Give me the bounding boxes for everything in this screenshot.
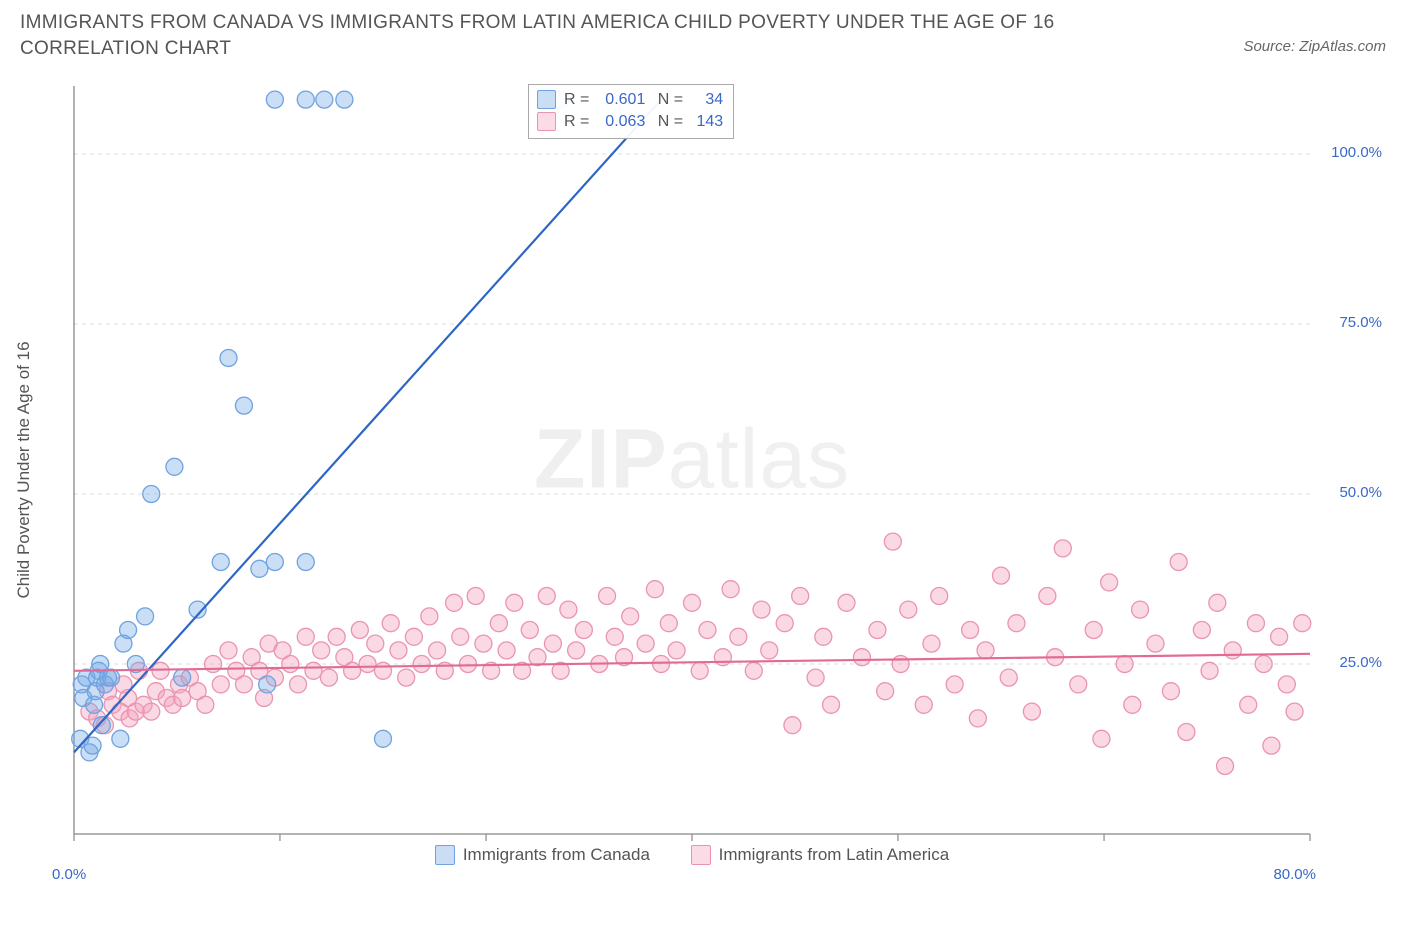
legend-item-canada: Immigrants from Canada: [435, 845, 650, 865]
legend-label-latam: Immigrants from Latin America: [719, 845, 950, 865]
chart-area: ZIPatlas R = 0.601 N = 34 R = 0.063 N = …: [68, 82, 1316, 868]
n-value-canada: 34: [691, 89, 723, 111]
source-label: Source: ZipAtlas.com: [1243, 38, 1386, 55]
legend-item-latam: Immigrants from Latin America: [691, 845, 950, 865]
stat-row-canada: R = 0.601 N = 34: [537, 89, 723, 111]
stat-row-latam: R = 0.063 N = 143: [537, 111, 723, 133]
n-value-latam: 143: [691, 111, 723, 133]
r-value-latam: 0.063: [597, 111, 645, 133]
r-value-canada: 0.601: [597, 89, 645, 111]
scatter-plot: [68, 82, 1316, 868]
y-tick-label: 100.0%: [1331, 144, 1382, 161]
legend-swatch-latam: [691, 845, 711, 865]
y-axis-title: Child Poverty Under the Age of 16: [14, 341, 34, 598]
stats-box: R = 0.601 N = 34 R = 0.063 N = 143: [528, 84, 734, 139]
y-tick-label: 75.0%: [1339, 314, 1382, 331]
y-tick-label: 25.0%: [1339, 654, 1382, 671]
legend-swatch-canada: [435, 845, 455, 865]
chart-title: IMMIGRANTS FROM CANADA VS IMMIGRANTS FRO…: [20, 10, 1120, 61]
y-tick-label: 50.0%: [1339, 484, 1382, 501]
stat-swatch-latam: [537, 112, 556, 131]
legend: Immigrants from Canada Immigrants from L…: [68, 845, 1316, 870]
legend-label-canada: Immigrants from Canada: [463, 845, 650, 865]
stat-swatch-canada: [537, 90, 556, 109]
